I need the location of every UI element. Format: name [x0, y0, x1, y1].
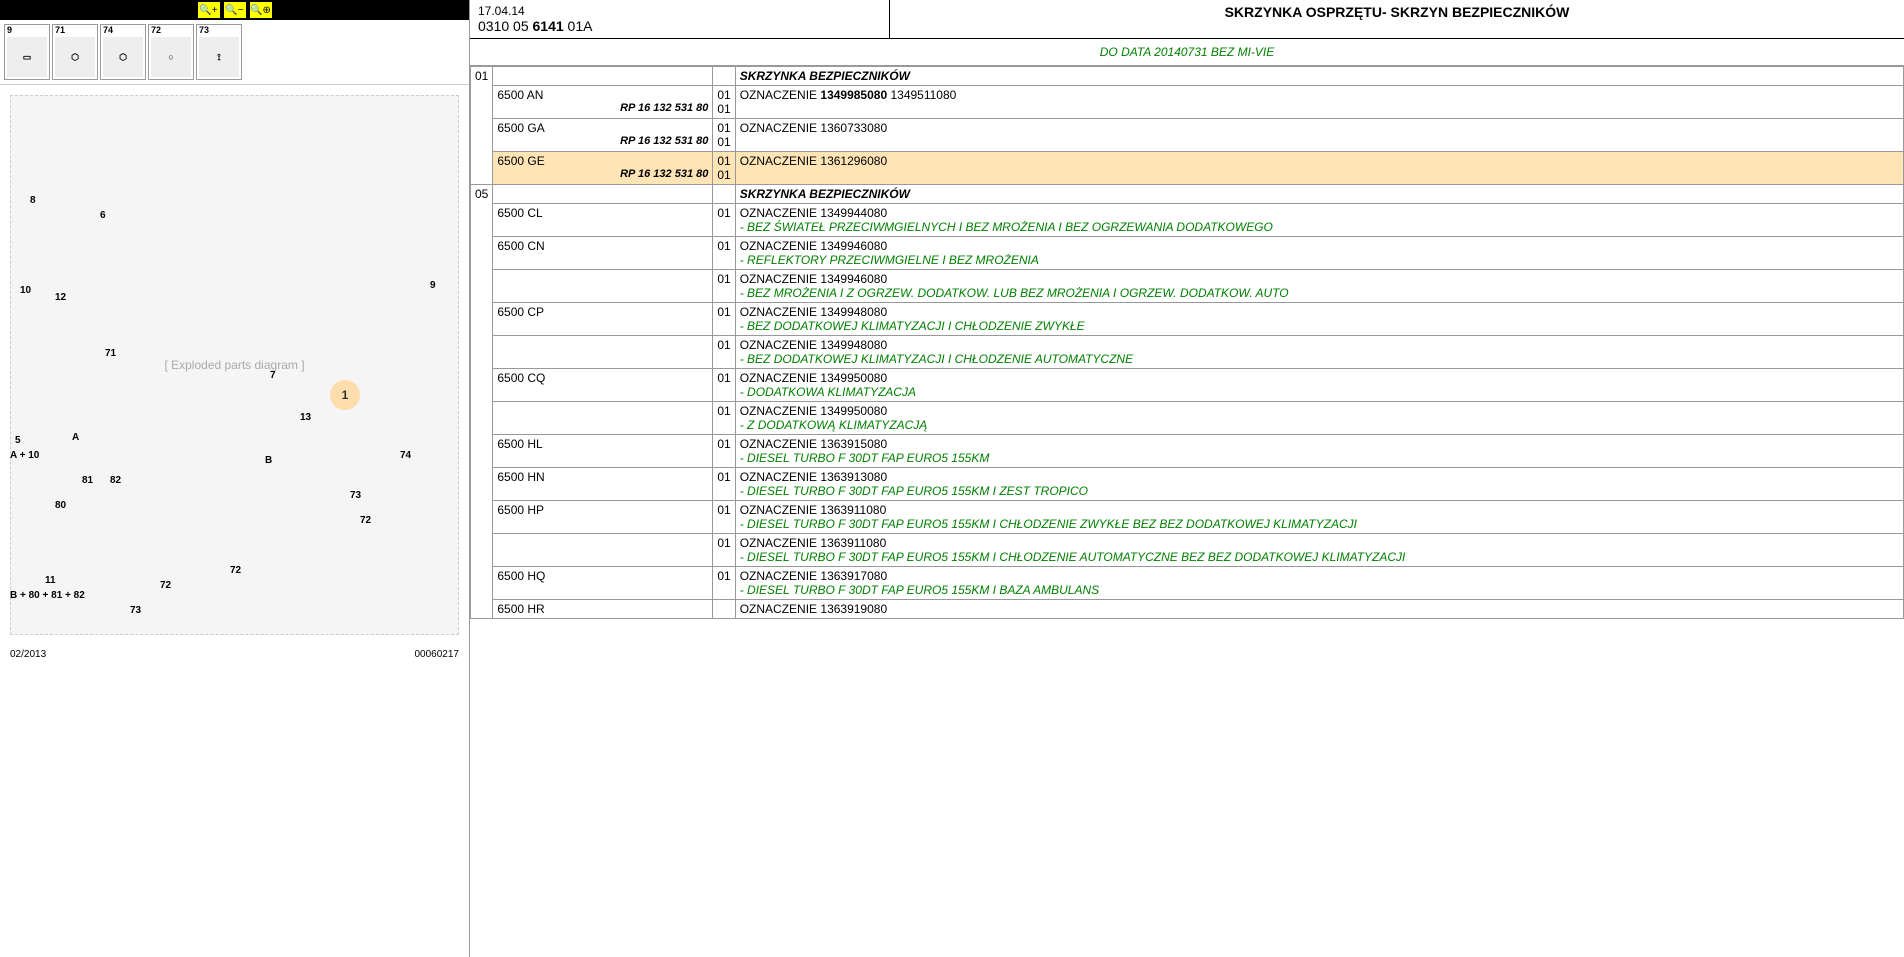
- diagram-id: 00060217: [415, 649, 460, 660]
- highlighted-part-marker[interactable]: 1: [330, 380, 360, 410]
- callout-72c: 72: [230, 565, 241, 576]
- diagram-date: 02/2013: [10, 649, 46, 660]
- part-row[interactable]: 6500 HROZNACZENIE 1363919080: [471, 600, 1904, 619]
- part-row[interactable]: 01OZNACZENIE 1349950080- Z DODATKOWĄ KLI…: [471, 402, 1904, 435]
- part-thumbnails: 9▭71⬡74⬡72○73⟟: [0, 20, 469, 85]
- parts-list-panel: 17.04.14 0310 05 6141 01A SKRZYNKA OSPRZ…: [470, 0, 1904, 957]
- part-row[interactable]: 6500 HP01OZNACZENIE 1363911080- DIESEL T…: [471, 501, 1904, 534]
- callout-A: A: [72, 432, 79, 443]
- zoom-fit-button[interactable]: 🔍⊕: [249, 1, 273, 19]
- callout-73: 73: [350, 490, 361, 501]
- callout-5: 5: [15, 435, 21, 446]
- callout-82: 82: [110, 475, 121, 486]
- callout-8: 8: [30, 195, 36, 206]
- section-header-row: 05SKRZYNKA BEZPIECZNIKÓW: [471, 185, 1904, 204]
- thumbnail-9[interactable]: 9▭: [4, 24, 50, 80]
- part-row[interactable]: 01OZNACZENIE 1363911080- DIESEL TURBO F …: [471, 534, 1904, 567]
- callout-a10: A + 10: [10, 450, 39, 461]
- zoom-in-button[interactable]: 🔍+: [197, 1, 221, 19]
- diagram-footer: 02/2013 00060217: [0, 645, 469, 664]
- diagram-toolbar: 🔍+ 🔍− 🔍⊕: [0, 0, 469, 20]
- callout-12: 12: [55, 292, 66, 303]
- callout-13: 13: [300, 412, 311, 423]
- part-row[interactable]: 6500 CP01OZNACZENIE 1349948080- BEZ DODA…: [471, 303, 1904, 336]
- callout-81: 81: [82, 475, 93, 486]
- callout-9: 9: [430, 280, 436, 291]
- callout-73b: 73: [130, 605, 141, 616]
- diagram-panel: 🔍+ 🔍− 🔍⊕ 9▭71⬡74⬡72○73⟟ [ Exploded parts…: [0, 0, 470, 957]
- part-row[interactable]: 6500 CL01OZNACZENIE 1349944080- BEZ ŚWIA…: [471, 204, 1904, 237]
- part-row[interactable]: 6500 CQ01OZNACZENIE 1349950080- DODATKOW…: [471, 369, 1904, 402]
- part-row[interactable]: 01OZNACZENIE 1349946080- BEZ MROŻENIA I …: [471, 270, 1904, 303]
- subtitle: DO DATA 20140731 BEZ MI-VIE: [470, 39, 1904, 66]
- part-row[interactable]: 6500 HQ01OZNACZENIE 1363917080- DIESEL T…: [471, 567, 1904, 600]
- callout-71: 71: [105, 348, 116, 359]
- part-row[interactable]: 01OZNACZENIE 1349948080- BEZ DODATKOWEJ …: [471, 336, 1904, 369]
- section-header-row: 01SKRZYNKA BEZPIECZNIKÓW: [471, 67, 1904, 86]
- parts-table: 01SKRZYNKA BEZPIECZNIKÓW6500 ANRP 16 132…: [470, 66, 1904, 619]
- callout-10: 10: [20, 285, 31, 296]
- thumbnail-72[interactable]: 72○: [148, 24, 194, 80]
- callout-6: 6: [100, 210, 106, 221]
- callout-72b: 72: [160, 580, 171, 591]
- part-row[interactable]: 6500 GERP 16 132 531 800101OZNACZENIE 13…: [471, 152, 1904, 185]
- exploded-diagram[interactable]: [ Exploded parts diagram ] 1 8 6 9 10 12…: [0, 85, 469, 645]
- part-row[interactable]: 6500 GARP 16 132 531 800101OZNACZENIE 13…: [471, 119, 1904, 152]
- thumbnail-74[interactable]: 74⬡: [100, 24, 146, 80]
- diagram-image-placeholder: [ Exploded parts diagram ]: [10, 95, 459, 635]
- header-code: 0310 05 6141 01A: [478, 18, 881, 34]
- thumbnail-73[interactable]: 73⟟: [196, 24, 242, 80]
- part-row[interactable]: 6500 HN01OZNACZENIE 1363913080- DIESEL T…: [471, 468, 1904, 501]
- header-date: 17.04.14: [478, 4, 881, 18]
- thumbnail-71[interactable]: 71⬡: [52, 24, 98, 80]
- part-row[interactable]: 6500 HL01OZNACZENIE 1363915080- DIESEL T…: [471, 435, 1904, 468]
- callout-b80: B + 80 + 81 + 82: [10, 590, 85, 601]
- page-title: SKRZYNKA OSPRZĘTU- SKRZYN BEZPIECZNIKÓW: [890, 0, 1904, 38]
- callout-72: 72: [360, 515, 371, 526]
- callout-74: 74: [400, 450, 411, 461]
- callout-11: 11: [45, 575, 56, 586]
- zoom-out-button[interactable]: 🔍−: [223, 1, 247, 19]
- header-row: 17.04.14 0310 05 6141 01A SKRZYNKA OSPRZ…: [470, 0, 1904, 39]
- callout-B: B: [265, 455, 272, 466]
- callout-80: 80: [55, 500, 66, 511]
- part-row[interactable]: 6500 CN01OZNACZENIE 1349946080- REFLEKTO…: [471, 237, 1904, 270]
- part-row[interactable]: 6500 ANRP 16 132 531 800101OZNACZENIE 13…: [471, 86, 1904, 119]
- callout-7: 7: [270, 370, 276, 381]
